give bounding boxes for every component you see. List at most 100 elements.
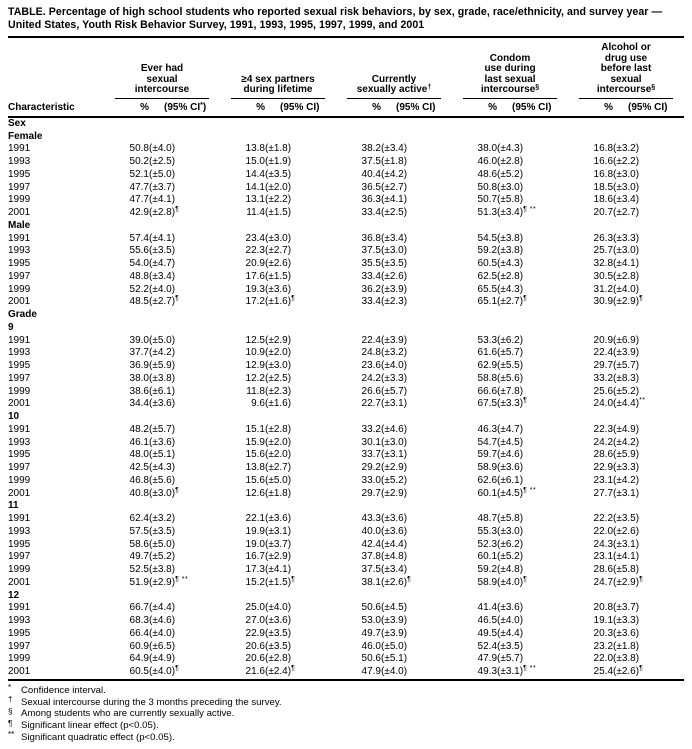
ci-value-currently-active: (±2.7) — [381, 182, 452, 195]
pct-value-condom-use: 62.6 — [477, 474, 498, 486]
ci-text: (±3.6) — [265, 283, 292, 295]
ci-text: (±2.6) — [613, 525, 640, 537]
pct-value-condom-use: 60.5 — [477, 258, 498, 270]
year-label: 1991 — [8, 602, 31, 614]
ci-value-ever-had-intercourse: (±4.0)¶ — [149, 665, 220, 680]
ci-text: (±3.3) — [613, 232, 640, 244]
section-row-Sex: Sex — [8, 117, 684, 131]
pct-value-currently-active: 49.7 — [361, 627, 381, 639]
ci-value-alcohol-drug-use: (±3.3) — [613, 462, 684, 475]
ci-value-currently-active: (±4.2) — [381, 169, 452, 182]
ci-value-currently-active: (±5.1) — [381, 653, 452, 666]
ci-header-text: (95% CI) — [396, 101, 436, 113]
year-label: 1991 — [8, 423, 31, 435]
pct-value-currently-active: 36.5 — [361, 181, 381, 193]
pct-value-ever-had-intercourse: 50.2 — [129, 156, 149, 168]
pct-value-four-plus-partners: 25.0 — [245, 602, 265, 614]
ci-text: (±4.8) — [381, 551, 408, 563]
pct-value-alcohol-drug-use: 20.8 — [593, 602, 614, 614]
ci-value-condom-use: (±6.2) — [497, 335, 568, 348]
header-line: sexually active — [356, 84, 428, 96]
pct-value-four-plus-partners: 12.2 — [245, 372, 265, 384]
pct-value-ever-had-intercourse: 48.2 — [129, 423, 149, 435]
pct-value-condom-use: 59.2 — [477, 245, 498, 257]
ci-header-footnote-marker: * — [200, 101, 203, 109]
ci-text: (±6.5) — [149, 640, 176, 652]
ci-header-text: (95% CI) — [280, 101, 320, 113]
ci-value-ever-had-intercourse: (±6.1) — [149, 386, 220, 399]
ci-text: (±3.5) — [381, 258, 408, 270]
pct-value-alcohol-drug-use: 20.3 — [593, 627, 614, 639]
ci-value-currently-active: (±5.7) — [381, 386, 452, 399]
footnote-marker: ¶ — [175, 665, 180, 673]
ci-value-ever-had-intercourse: (±4.0) — [149, 284, 220, 297]
ci-value-four-plus-partners: (±1.6) — [265, 398, 336, 411]
ci-value-currently-active: (±2.9) — [381, 462, 452, 475]
pct-value-four-plus-partners: 13.1 — [245, 194, 265, 206]
footnote-marker: ¶ — [639, 575, 644, 583]
year-label: 1993 — [8, 525, 31, 537]
pct-value-four-plus-partners: 15.6 — [245, 474, 265, 486]
ci-text: (±4.0) — [265, 602, 292, 614]
ci-text: (±2.7) — [497, 296, 524, 308]
ci-text: (±5.8) — [497, 194, 524, 206]
pct-value-currently-active: 33.2 — [361, 423, 381, 435]
ci-value-four-plus-partners: (±3.1) — [265, 526, 336, 539]
year-label: 2001 — [8, 296, 31, 308]
pct-value-condom-use: 50.8 — [477, 181, 498, 193]
year-label: 2001 — [8, 576, 31, 588]
ci-value-currently-active: (±3.3) — [381, 373, 452, 386]
ci-value-condom-use: (±4.0) — [497, 615, 568, 628]
ci-value-ever-had-intercourse: (±3.7) — [149, 182, 220, 195]
ci-text: (±6.2) — [497, 538, 524, 550]
ci-value-currently-active: (±3.1) — [381, 449, 452, 462]
ci-text: (±7.8) — [497, 385, 524, 397]
pct-value-four-plus-partners: 17.2 — [245, 296, 265, 308]
ci-text: (±4.7) — [497, 423, 524, 435]
pct-value-currently-active: 40.0 — [361, 525, 381, 537]
pct-value-alcohol-drug-use: 26.3 — [593, 232, 614, 244]
ci-value-alcohol-drug-use: (±4.0) — [613, 284, 684, 297]
ci-text: (±3.0) — [149, 487, 176, 499]
ci-value-currently-active: (±3.9) — [381, 335, 452, 348]
ci-value-four-plus-partners: (±1.9) — [265, 156, 336, 169]
pct-value-alcohol-drug-use: 33.2 — [593, 372, 614, 384]
pct-value-condom-use: 67.5 — [477, 398, 498, 410]
ci-text: (±4.0) — [497, 615, 524, 627]
pct-value-currently-active: 33.4 — [361, 270, 381, 282]
ci-value-alcohol-drug-use: (±2.7) — [613, 207, 684, 220]
ci-text: (±3.3) — [613, 462, 640, 474]
column-group-header-row: Ever had sexual intercourse ≥4 sex partners… — [8, 42, 684, 99]
pct-value-currently-active: 46.0 — [361, 640, 381, 652]
pct-value-ever-had-intercourse: 52.1 — [129, 168, 149, 180]
ci-value-ever-had-intercourse: (±5.7) — [149, 424, 220, 437]
ci-value-four-plus-partners: (±2.6) — [265, 258, 336, 271]
pct-header-currently-active: % — [336, 98, 381, 118]
ci-text: (±2.8) — [149, 207, 176, 219]
ci-value-condom-use: (±6.1) — [497, 475, 568, 488]
footnote-marker: ** — [639, 397, 646, 405]
ci-text: (±2.5) — [149, 156, 176, 168]
ci-value-ever-had-intercourse: (±4.6) — [149, 615, 220, 628]
ci-text: (±5.2) — [497, 551, 524, 563]
ci-text: (±3.8) — [497, 245, 524, 257]
ci-header-text: (95% CI) — [628, 101, 668, 113]
ci-text: (±2.9) — [613, 576, 640, 588]
pct-value-four-plus-partners: 12.9 — [245, 360, 265, 372]
header-line: before last — [600, 63, 652, 75]
pct-value-condom-use: 62.9 — [477, 360, 498, 372]
data-row-1991: 1991 39.0 (±5.0) 12.5 (±2.9) 22.4 (±3.9) 53.3 (±… — [8, 335, 684, 348]
ci-text: (±4.0) — [149, 627, 176, 639]
footnote-marker: ¶ — [407, 575, 412, 583]
ci-value-alcohol-drug-use: (±3.0) — [613, 245, 684, 258]
ci-text: (±5.5) — [497, 360, 524, 372]
col-group-currently-active: Currently sexually active† — [336, 43, 452, 99]
ci-text: (±3.8) — [149, 564, 176, 576]
pct-value-condom-use: 54.5 — [477, 232, 498, 244]
ci-text: (±3.5) — [149, 245, 176, 257]
year-label: 1995 — [8, 360, 31, 372]
ci-value-ever-had-intercourse: (±2.5) — [149, 156, 220, 169]
data-row-1995: 1995 48.0 (±5.1) 15.6 (±2.0) 33.7 (±3.1) 59.7 (±… — [8, 449, 684, 462]
ci-text: (±6.1) — [149, 385, 176, 397]
ci-text: (±3.4) — [381, 564, 408, 576]
